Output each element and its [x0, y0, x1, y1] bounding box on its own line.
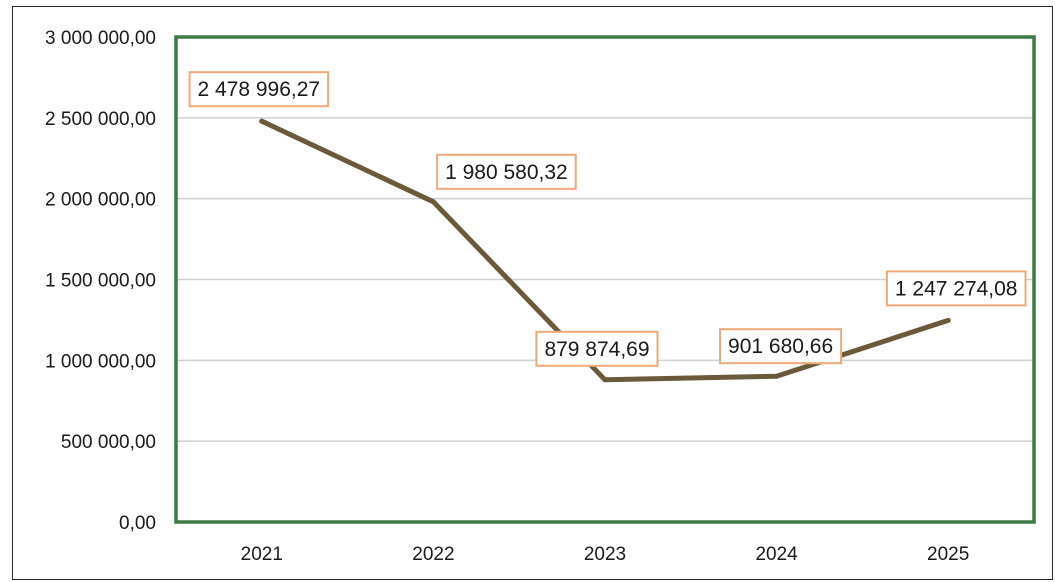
- data-label: 1 980 580,32: [436, 153, 577, 190]
- y-tick-label: 0,00: [119, 513, 156, 534]
- data-point: [945, 317, 951, 323]
- y-tick-label: 1 000 000,00: [45, 351, 156, 372]
- y-tick-label: 1 500 000,00: [45, 271, 156, 292]
- data-label-text: 901 680,66: [728, 335, 833, 358]
- data-label: 2 478 996,27: [188, 71, 330, 108]
- y-tick-label: 2 500 000,00: [45, 109, 156, 130]
- y-axis-ticks: 0,00 500 000,00 1 000 000,00 1 500 000,00 2 …: [45, 28, 156, 534]
- plot-area: [174, 35, 1036, 524]
- y-tick-label: 2 000 000,00: [45, 190, 156, 211]
- data-labels: 2 478 996,27 1 980 580,32 879 874,69 901 68…: [188, 71, 1027, 367]
- data-label-text: 1 980 580,32: [445, 161, 568, 184]
- data-point: [259, 118, 265, 124]
- data-label: 901 680,66: [719, 328, 843, 365]
- data-label: 1 247 274,08: [885, 270, 1027, 307]
- data-point: [602, 377, 608, 383]
- data-label-text: 2 478 996,27: [197, 78, 320, 101]
- data-label-box: [719, 328, 843, 365]
- data-point: [774, 373, 780, 379]
- x-tick-label: 2023: [584, 544, 626, 565]
- x-axis-ticks: 2021 2022 2023 2024 2025: [241, 544, 970, 565]
- chart-frame: [12, 6, 1053, 580]
- data-label-box: [436, 153, 577, 190]
- x-tick-label: 2021: [241, 544, 283, 565]
- data-label-box: [535, 330, 659, 367]
- data-label-box: [885, 270, 1027, 307]
- y-tick-label: 500 000,00: [61, 432, 156, 453]
- data-label-text: 1 247 274,08: [895, 277, 1018, 300]
- data-label-box: [188, 71, 330, 108]
- data-point: [430, 199, 436, 205]
- x-tick-label: 2025: [927, 544, 969, 565]
- x-tick-label: 2022: [412, 544, 454, 565]
- x-tick-label: 2024: [755, 544, 798, 565]
- data-label-text: 879 874,69: [544, 338, 649, 361]
- y-tick-label: 3 000 000,00: [45, 28, 156, 49]
- data-label: 879 874,69: [535, 330, 659, 367]
